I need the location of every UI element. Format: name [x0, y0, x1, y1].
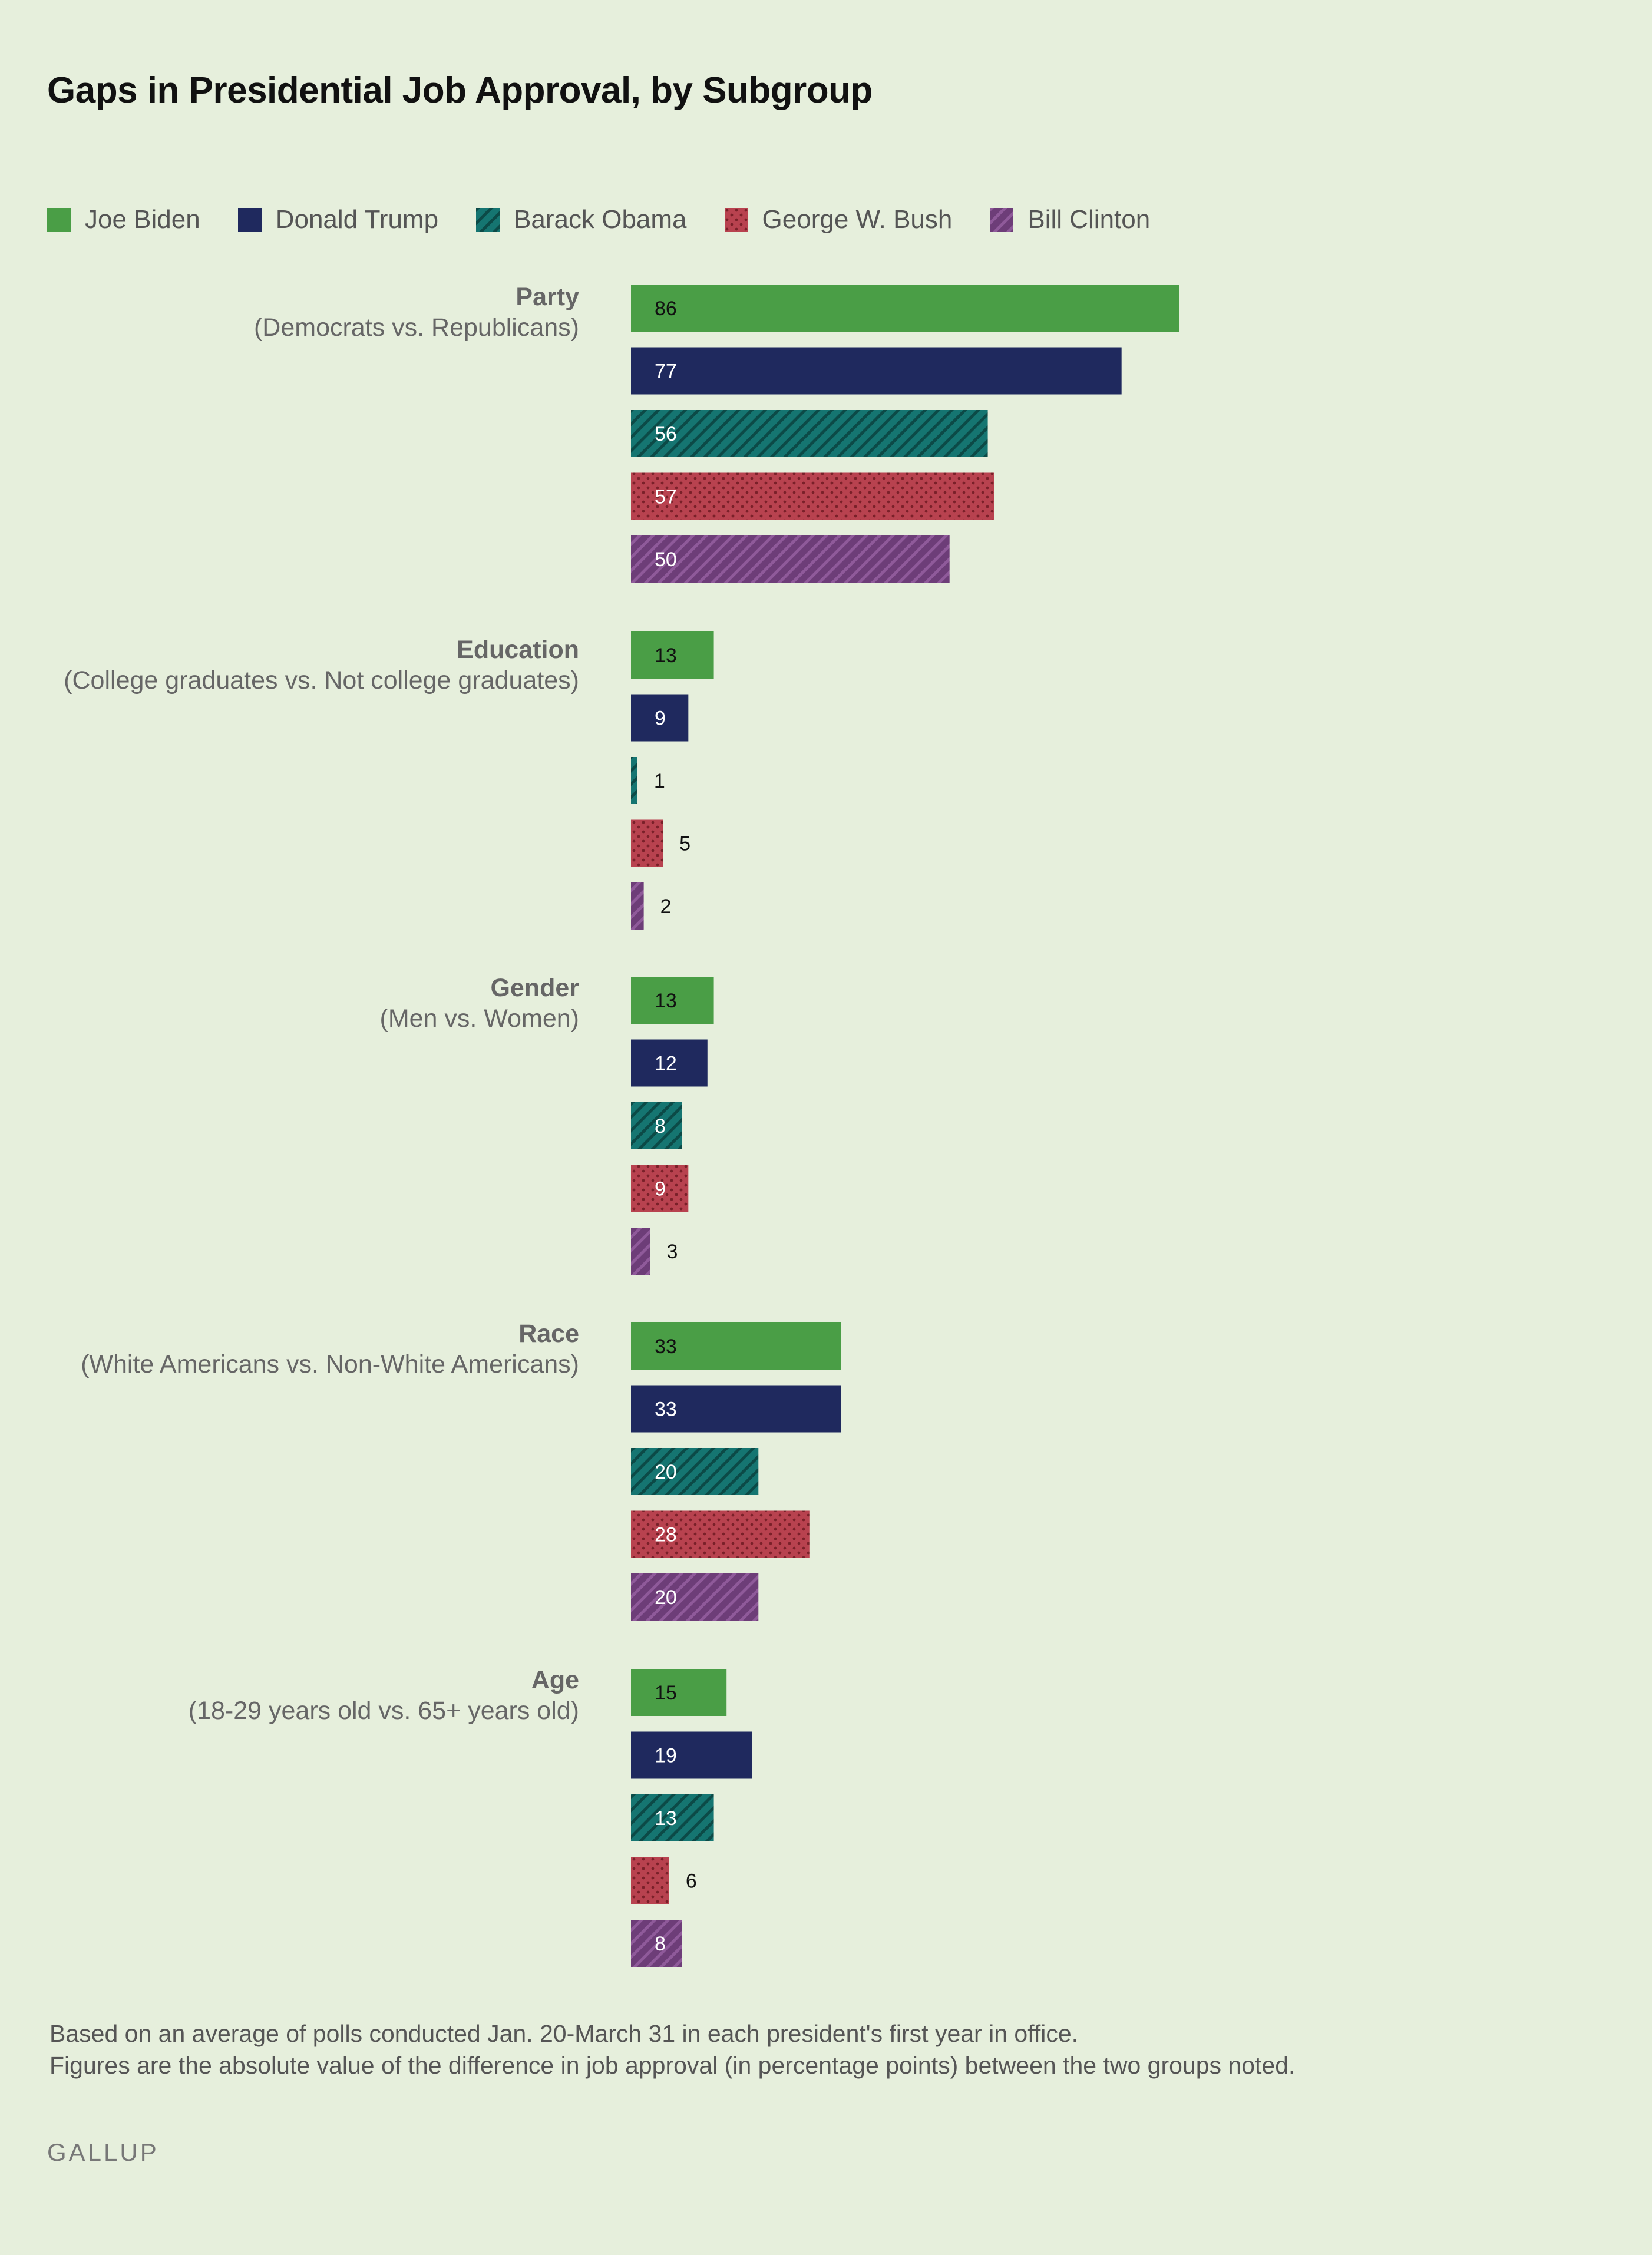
legend-label-biden: Joe Biden: [85, 205, 200, 234]
group-sublabel-party: (Democrats vs. Republicans): [253, 313, 579, 342]
bar-age-obama: [631, 1794, 714, 1841]
group-label-gender: Gender (Men vs. Women): [380, 973, 580, 1034]
bar-gender-clinton: [631, 1228, 650, 1275]
legend-swatch-obama: [476, 208, 500, 232]
bar-gender-obama: [631, 1102, 682, 1149]
group-sublabel-race: (White Americans vs. Non-White Americans…: [81, 1350, 579, 1378]
group-sublabel-age: (18-29 years old vs. 65+ years old): [188, 1697, 579, 1725]
bar-value-gender-obama: 8: [655, 1115, 666, 1138]
footer-line-2: Figures are the absolute value of the di…: [49, 2052, 1296, 2079]
bar-education-biden: [631, 631, 714, 679]
bar-value-race-bush: 28: [655, 1524, 677, 1546]
group-sublabel-education: (College graduates vs. Not college gradu…: [64, 666, 579, 695]
legend-swatch-biden: [47, 208, 71, 232]
legend-swatch-bush: [724, 208, 748, 232]
bar-gender-trump: [631, 1039, 708, 1087]
bar-value-age-clinton: 8: [655, 1933, 666, 1955]
legend-item-obama: Barack Obama: [476, 205, 687, 234]
bar-value-race-obama: 20: [655, 1461, 677, 1483]
bar-value-race-trump: 33: [655, 1398, 677, 1421]
bar-value-party-obama: 56: [655, 423, 677, 445]
footer-note: Based on an average of polls conducted J…: [49, 2018, 1295, 2081]
legend: Joe Biden Donald Trump Barack Obama Geor…: [47, 205, 1188, 234]
group-title-education: Education: [457, 636, 579, 664]
bar-party-bush: [631, 472, 994, 520]
legend-label-bush: George W. Bush: [762, 205, 953, 234]
chart-title: Gaps in Presidential Job Approval, by Su…: [47, 70, 873, 111]
legend-item-biden: Joe Biden: [47, 205, 200, 234]
bar-party-trump: [631, 347, 1122, 395]
group-label-education: Education (College graduates vs. Not col…: [64, 634, 579, 696]
bar-value-party-trump: 77: [655, 361, 677, 383]
bar-age-biden: [631, 1669, 727, 1716]
bar-race-clinton: [631, 1573, 759, 1621]
legend-swatch-trump: [237, 208, 262, 232]
bars-layer: 8677565750139152131289333332028201519136…: [631, 285, 1179, 1967]
bar-value-education-bush: 5: [679, 833, 690, 855]
bar-race-trump: [631, 1385, 841, 1433]
footer-line-1: Based on an average of polls conducted J…: [49, 2020, 1079, 2047]
group-title-party: Party: [516, 283, 579, 311]
bar-value-party-clinton: 50: [655, 548, 677, 571]
bar-value-education-clinton: 2: [660, 895, 672, 918]
bar-education-trump: [631, 694, 689, 742]
bar-value-education-obama: 1: [654, 770, 665, 792]
bar-value-gender-trump: 12: [655, 1053, 677, 1075]
bar-race-biden: [631, 1322, 841, 1370]
bar-race-bush: [631, 1510, 810, 1558]
group-label-party: Party (Democrats vs. Republicans): [254, 282, 579, 343]
group-label-age: Age (18-29 years old vs. 65+ years old): [189, 1665, 579, 1726]
bar-race-obama: [631, 1448, 759, 1495]
bar-value-gender-biden: 13: [655, 990, 677, 1012]
bar-education-obama: [631, 757, 637, 804]
bar-value-education-trump: 9: [655, 707, 666, 730]
bar-value-party-biden: 86: [655, 297, 677, 320]
brand-logo: GALLUP: [47, 2138, 159, 2166]
bar-party-biden: [631, 285, 1179, 332]
bar-value-party-bush: 57: [655, 486, 677, 508]
bar-value-age-biden: 15: [655, 1682, 677, 1704]
legend-item-clinton: Bill Clinton: [990, 205, 1150, 234]
legend-item-trump: Donald Trump: [237, 205, 439, 234]
legend-label-obama: Barack Obama: [514, 205, 687, 234]
bar-age-bush: [631, 1857, 669, 1904]
bar-gender-bush: [631, 1165, 689, 1212]
group-title-race: Race: [518, 1320, 579, 1348]
bar-education-bush: [631, 819, 663, 867]
bar-value-education-biden: 13: [655, 644, 677, 667]
legend-label-trump: Donald Trump: [275, 205, 439, 234]
group-title-gender: Gender: [490, 974, 579, 1002]
group-label-race: Race (White Americans vs. Non-White Amer…: [81, 1318, 579, 1380]
group-sublabel-gender: (Men vs. Women): [379, 1004, 580, 1033]
legend-swatch-clinton: [990, 208, 1014, 232]
bar-value-gender-bush: 9: [655, 1178, 666, 1201]
bar-age-clinton: [631, 1920, 682, 1967]
legend-item-bush: George W. Bush: [724, 205, 953, 234]
bar-age-trump: [631, 1731, 752, 1779]
group-title-age: Age: [531, 1666, 579, 1694]
bar-value-age-bush: 6: [686, 1870, 697, 1893]
bar-gender-biden: [631, 977, 714, 1024]
bar-value-race-biden: 33: [655, 1335, 677, 1358]
bar-party-clinton: [631, 535, 950, 583]
bar-value-age-obama: 13: [655, 1807, 677, 1830]
bar-value-age-trump: 19: [655, 1745, 677, 1767]
legend-label-clinton: Bill Clinton: [1027, 205, 1151, 234]
bar-value-race-clinton: 20: [655, 1586, 677, 1609]
bar-value-gender-clinton: 3: [666, 1241, 678, 1263]
bar-party-obama: [631, 410, 988, 457]
bar-education-clinton: [631, 882, 644, 930]
